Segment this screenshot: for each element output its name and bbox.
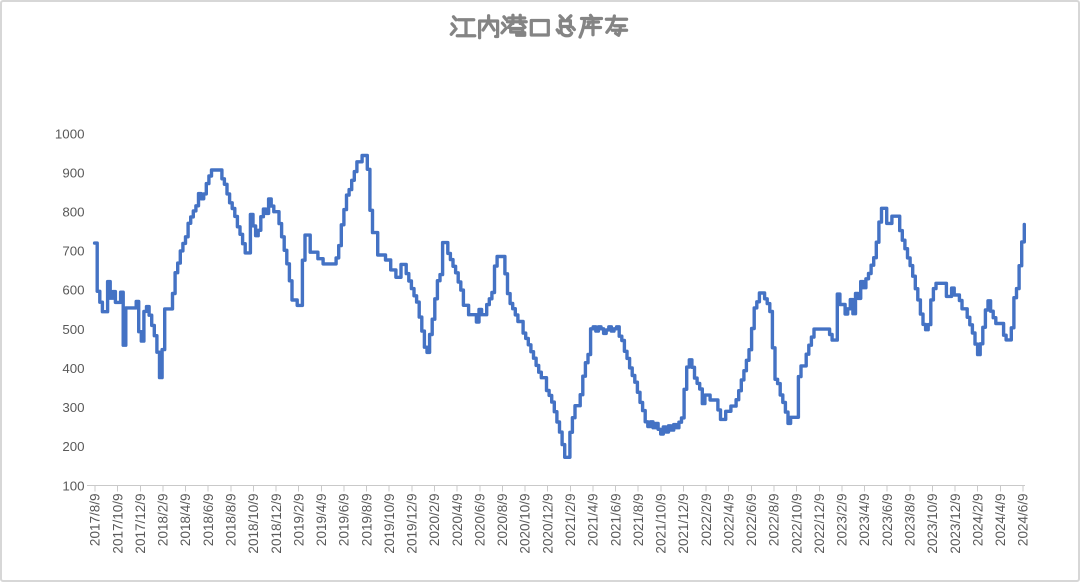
svg-text:2018/2/9: 2018/2/9 (156, 494, 171, 547)
svg-text:2020/10/9: 2020/10/9 (518, 494, 533, 554)
svg-text:2022/8/9: 2022/8/9 (767, 494, 782, 547)
svg-text:2021/8/9: 2021/8/9 (631, 494, 646, 547)
svg-text:2022/4/9: 2022/4/9 (721, 494, 736, 547)
svg-text:2018/10/9: 2018/10/9 (246, 494, 261, 554)
svg-text:2024/2/9: 2024/2/9 (970, 494, 985, 547)
svg-text:2021/2/9: 2021/2/9 (563, 494, 578, 547)
svg-text:200: 200 (62, 439, 84, 454)
svg-text:2018/12/9: 2018/12/9 (269, 494, 284, 554)
svg-text:2017/8/9: 2017/8/9 (88, 494, 103, 547)
svg-text:2021/6/9: 2021/6/9 (608, 494, 623, 547)
svg-text:2023/10/9: 2023/10/9 (925, 494, 940, 554)
svg-text:1000: 1000 (55, 126, 85, 141)
svg-text:2020/6/9: 2020/6/9 (473, 494, 488, 547)
svg-text:2017/12/9: 2017/12/9 (133, 494, 148, 554)
svg-text:2022/10/9: 2022/10/9 (789, 494, 804, 554)
svg-text:2020/8/9: 2020/8/9 (495, 494, 510, 547)
svg-text:300: 300 (62, 400, 84, 415)
svg-text:2023/6/9: 2023/6/9 (880, 494, 895, 547)
svg-text:2023/12/9: 2023/12/9 (948, 494, 963, 554)
svg-text:2023/2/9: 2023/2/9 (835, 494, 850, 547)
svg-text:2018/6/9: 2018/6/9 (201, 494, 216, 547)
svg-text:2019/12/9: 2019/12/9 (405, 494, 420, 554)
svg-text:2022/12/9: 2022/12/9 (812, 494, 827, 554)
svg-text:2023/8/9: 2023/8/9 (903, 494, 918, 547)
svg-text:2019/4/9: 2019/4/9 (314, 494, 329, 547)
svg-text:400: 400 (62, 361, 84, 376)
svg-text:900: 900 (62, 165, 84, 180)
svg-text:500: 500 (62, 322, 84, 337)
svg-text:2021/10/9: 2021/10/9 (654, 494, 669, 554)
svg-text:600: 600 (62, 283, 84, 298)
svg-text:2024/4/9: 2024/4/9 (993, 494, 1008, 547)
svg-text:700: 700 (62, 244, 84, 259)
svg-text:2019/6/9: 2019/6/9 (337, 494, 352, 547)
svg-text:2024/6/9: 2024/6/9 (1016, 494, 1031, 547)
svg-text:2022/6/9: 2022/6/9 (744, 494, 759, 547)
svg-text:2023/4/9: 2023/4/9 (857, 494, 872, 547)
svg-text:2019/10/9: 2019/10/9 (382, 494, 397, 554)
svg-text:2020/12/9: 2020/12/9 (540, 494, 555, 554)
svg-text:100: 100 (62, 478, 84, 493)
svg-text:2017/10/9: 2017/10/9 (110, 494, 125, 554)
svg-text:2020/2/9: 2020/2/9 (427, 494, 442, 547)
svg-text:2019/8/9: 2019/8/9 (359, 494, 374, 547)
svg-text:2022/2/9: 2022/2/9 (699, 494, 714, 547)
svg-text:2018/8/9: 2018/8/9 (224, 494, 239, 547)
svg-text:2021/4/9: 2021/4/9 (586, 494, 601, 547)
svg-text:2019/2/9: 2019/2/9 (291, 494, 306, 547)
svg-text:2020/4/9: 2020/4/9 (450, 494, 465, 547)
svg-text:2018/4/9: 2018/4/9 (178, 494, 193, 547)
svg-text:2021/12/9: 2021/12/9 (676, 494, 691, 554)
svg-text:800: 800 (62, 205, 84, 220)
